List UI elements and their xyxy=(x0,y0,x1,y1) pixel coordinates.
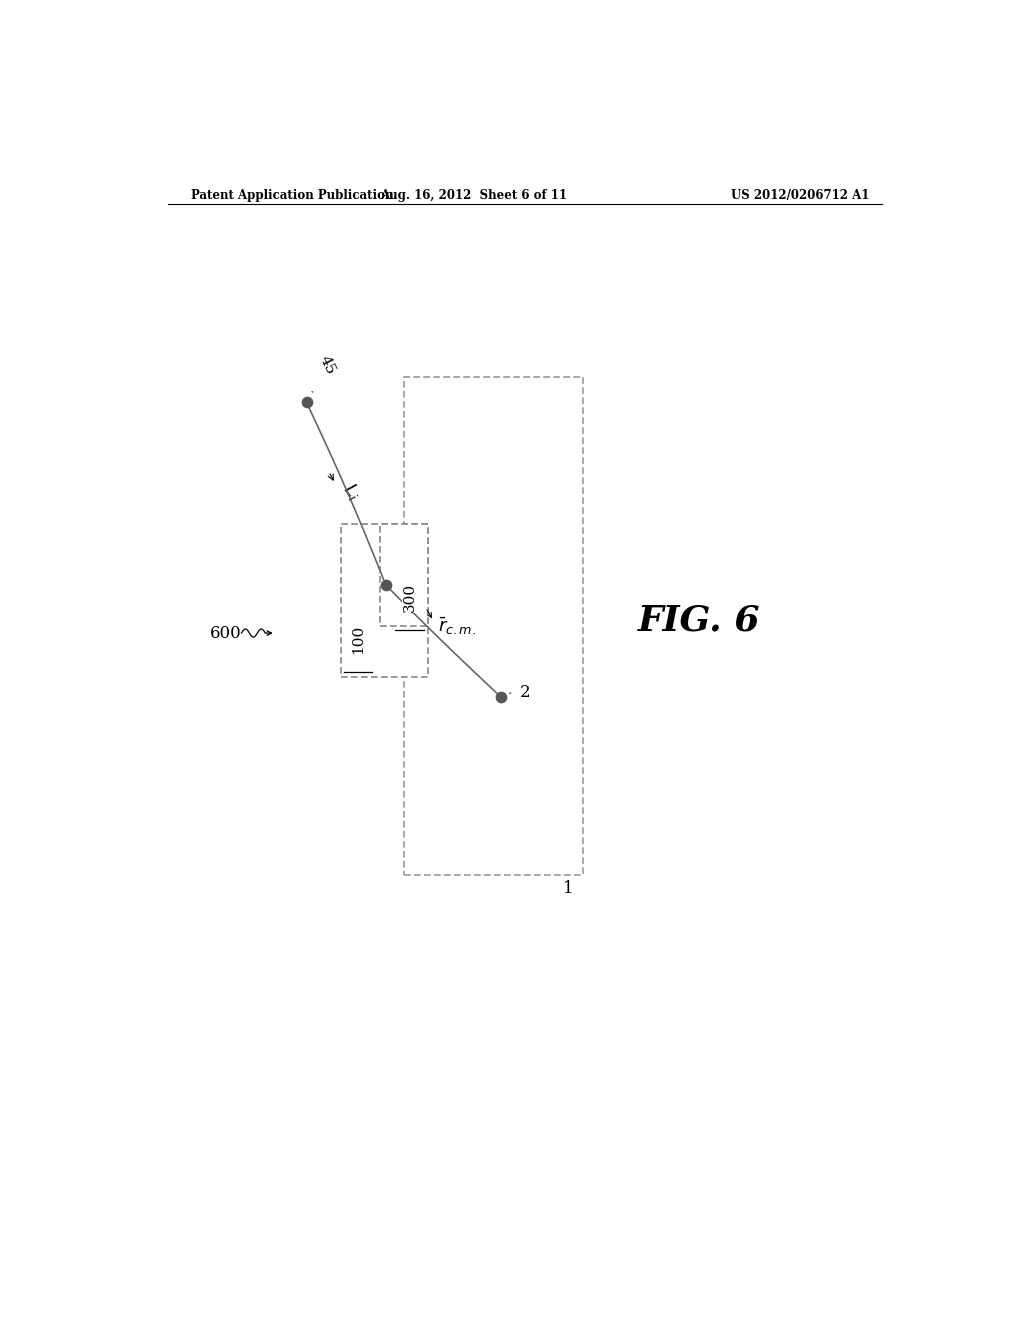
Text: $\bar{r}_{c.m.}$: $\bar{r}_{c.m.}$ xyxy=(437,615,475,636)
Point xyxy=(298,392,314,413)
Text: 600: 600 xyxy=(210,624,242,642)
Text: US 2012/0206712 A1: US 2012/0206712 A1 xyxy=(731,189,869,202)
Text: FIG. 6: FIG. 6 xyxy=(638,603,761,638)
Text: 1: 1 xyxy=(563,880,573,898)
Point xyxy=(493,686,509,708)
Bar xyxy=(380,524,428,626)
Point xyxy=(378,574,394,595)
Bar xyxy=(404,378,583,875)
Text: 45: 45 xyxy=(316,354,338,378)
Text: 100: 100 xyxy=(351,624,366,653)
Text: 300: 300 xyxy=(402,583,417,612)
Bar xyxy=(341,524,428,677)
Text: 2: 2 xyxy=(520,684,530,701)
Text: $L_i$: $L_i$ xyxy=(339,479,365,504)
Text: Aug. 16, 2012  Sheet 6 of 11: Aug. 16, 2012 Sheet 6 of 11 xyxy=(380,189,566,202)
Text: Patent Application Publication: Patent Application Publication xyxy=(191,189,394,202)
